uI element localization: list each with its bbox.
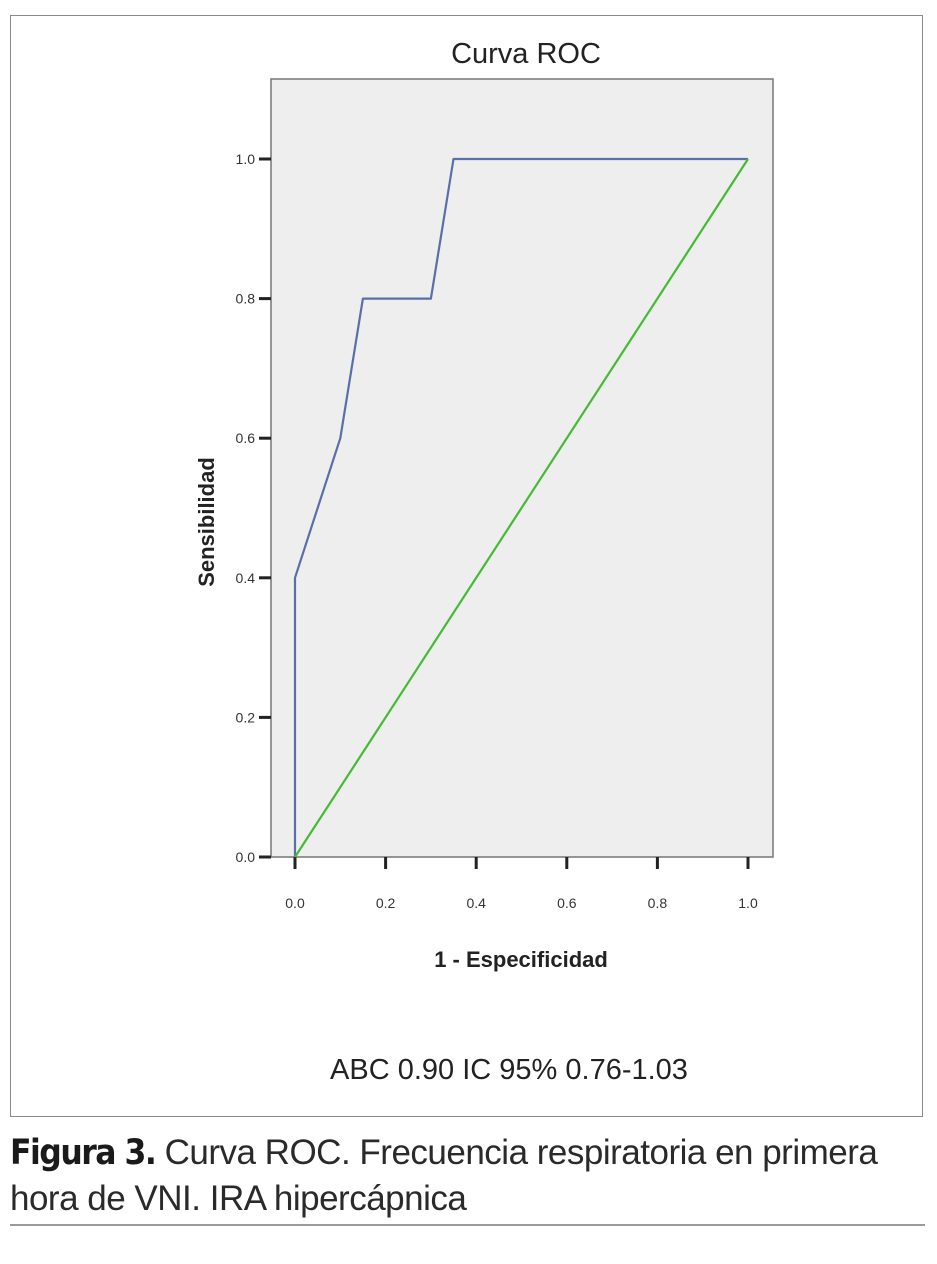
chart-title: Curva ROC xyxy=(451,38,601,70)
roc-curve-line xyxy=(293,157,748,857)
roc-chart: Curva ROC 0.00.20.40.60.81.0 0.0 0.2 0.4 0.… xyxy=(194,38,774,1086)
x-tick-label: 0.2 xyxy=(376,895,396,911)
figure-caption: Figura 3. Curva ROC. Frecuencia respirat… xyxy=(10,1130,930,1222)
caption-text: Curva ROC. Frecuencia respiratoria en pr… xyxy=(10,1133,878,1218)
y-tick-label: 1.0 xyxy=(236,151,256,167)
caption-lead: Figura 3. xyxy=(10,1133,157,1173)
y-tick-label: 0.4 xyxy=(236,570,256,586)
x-tick-label: 0.8 xyxy=(648,895,668,911)
reference-diagonal-line xyxy=(294,158,749,858)
y-tick-label: 0.0 xyxy=(236,849,256,865)
x-tick-label: 0.6 xyxy=(557,895,577,911)
x-tick-label: 1.0 xyxy=(738,895,758,911)
y-tick-label: 0.6 xyxy=(236,430,256,446)
chart-annotation: ABC 0.90 IC 95% 0.76-1.03 xyxy=(330,1054,688,1086)
y-axis: 0.0 0.2 0.4 0.6 0.8 1.0 xyxy=(236,151,271,865)
y-tick-label: 0.2 xyxy=(236,709,256,725)
plot-area xyxy=(270,78,774,858)
x-tick-label: 0.0 xyxy=(285,895,305,911)
x-axis: 0.0 0.2 0.4 0.6 0.8 1.0 xyxy=(285,857,758,911)
x-tick-label: 0.4 xyxy=(466,895,486,911)
bottom-rule xyxy=(10,1224,925,1226)
y-axis-title: Sensibilidad xyxy=(194,457,219,587)
y-tick-label: 0.8 xyxy=(236,291,256,307)
series-layer xyxy=(293,157,749,858)
x-axis-title: 1 - Especificidad xyxy=(434,947,608,972)
